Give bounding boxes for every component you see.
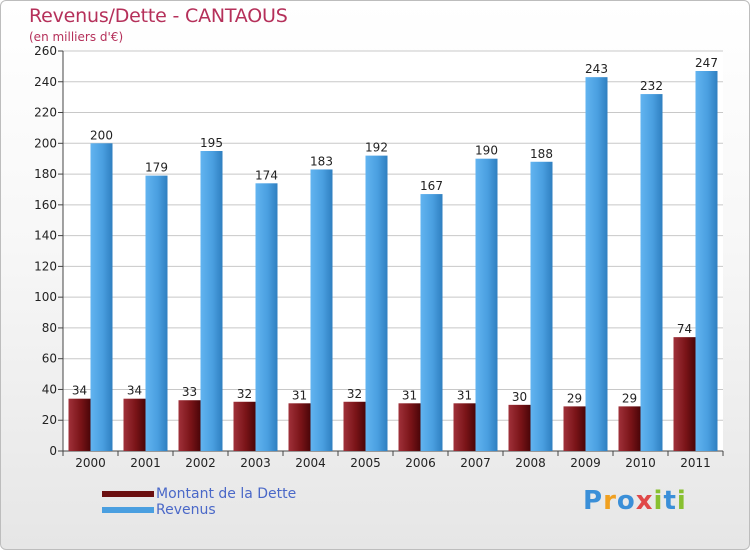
bar-dette-2009 <box>563 406 586 451</box>
chart-title: Revenus/Dette - CANTAOUS <box>29 5 288 27</box>
legend-swatch-dette <box>102 491 154 497</box>
y-tick-label: 120 <box>34 259 57 273</box>
bar-revenus-2006 <box>420 194 443 452</box>
bar-dette-2010 <box>618 406 641 451</box>
y-tick-label: 220 <box>34 106 57 120</box>
bar-revenus-2009 <box>585 77 608 452</box>
bar-dette-2000 <box>68 398 91 451</box>
x-tick-label: 2007 <box>460 456 491 470</box>
x-tick-label: 2011 <box>680 456 711 470</box>
bar-revenus-2008 <box>530 161 553 451</box>
x-tick-label: 2000 <box>75 456 106 470</box>
bar-revenus-2001 <box>145 175 168 451</box>
bar-revenus-2004 <box>310 169 333 451</box>
value-label-dette-2000: 34 <box>72 384 87 398</box>
value-label-dette-2005: 32 <box>347 387 362 401</box>
value-label-revenus-2003: 174 <box>255 168 278 182</box>
y-tick-label: 260 <box>34 44 57 58</box>
bar-dette-2003 <box>233 401 256 451</box>
y-tick-label: 40 <box>42 382 57 396</box>
y-tick-label: 160 <box>34 198 57 212</box>
bar-revenus-2010 <box>640 94 663 452</box>
bar-revenus-2003 <box>255 183 278 452</box>
logo-letter: i <box>676 486 687 516</box>
y-tick-label: 0 <box>49 444 57 458</box>
y-tick-label: 80 <box>42 321 57 335</box>
value-label-revenus-2000: 200 <box>90 128 113 142</box>
value-label-revenus-2001: 179 <box>145 161 168 175</box>
y-tick-label: 180 <box>34 167 57 181</box>
x-tick-label: 2004 <box>295 456 326 470</box>
logo-letter: r <box>603 486 617 516</box>
bar-dette-2004 <box>288 403 311 451</box>
value-label-dette-2010: 29 <box>622 391 637 405</box>
value-label-revenus-2007: 190 <box>475 144 498 158</box>
value-label-revenus-2004: 183 <box>310 154 333 168</box>
y-tick-label: 140 <box>34 229 57 243</box>
bar-revenus-2002 <box>200 151 223 451</box>
x-tick-label: 2002 <box>185 456 216 470</box>
value-label-dette-2004: 31 <box>292 388 307 402</box>
x-tick-label: 2001 <box>130 456 161 470</box>
logo-letter: P <box>583 486 604 516</box>
y-tick-label: 100 <box>34 290 57 304</box>
value-label-revenus-2008: 188 <box>530 147 553 161</box>
plot-area <box>63 51 723 451</box>
value-label-dette-2006: 31 <box>402 388 417 402</box>
bar-dette-2011 <box>673 337 696 451</box>
chart-subtitle: (en milliers d'€) <box>29 30 124 44</box>
value-label-revenus-2011: 247 <box>695 56 718 70</box>
bar-revenus-2000 <box>90 143 113 452</box>
legend-label-revenus: Revenus <box>156 502 216 518</box>
logo-letter: i <box>653 486 664 516</box>
bar-dette-2007 <box>453 403 476 451</box>
bar-revenus-2005 <box>365 155 388 451</box>
value-label-revenus-2002: 195 <box>200 136 223 150</box>
bar-revenus-2011 <box>695 71 718 451</box>
value-label-revenus-2009: 243 <box>585 62 608 76</box>
bar-dette-2002 <box>178 400 201 451</box>
value-label-revenus-2010: 232 <box>640 79 663 93</box>
value-label-revenus-2005: 192 <box>365 141 388 155</box>
bar-dette-2001 <box>123 398 146 451</box>
value-label-dette-2003: 32 <box>237 387 252 401</box>
x-tick-label: 2003 <box>240 456 271 470</box>
y-tick-label: 200 <box>34 136 57 150</box>
bar-revenus-2007 <box>475 158 498 451</box>
x-tick-label: 2008 <box>515 456 546 470</box>
logo-letter: x <box>635 486 654 516</box>
bar-dette-2005 <box>343 401 366 451</box>
value-label-dette-2002: 33 <box>182 385 197 399</box>
bar-dette-2006 <box>398 403 421 451</box>
y-tick-label: 20 <box>42 413 57 427</box>
y-tick-label: 240 <box>34 75 57 89</box>
x-tick-label: 2005 <box>350 456 381 470</box>
proxiti-logo: Proxiti <box>583 486 687 516</box>
y-tick-label: 60 <box>42 352 57 366</box>
logo-letter: o <box>616 486 636 516</box>
bar-dette-2008 <box>508 404 531 451</box>
legend-label-dette: Montant de la Dette <box>156 486 297 502</box>
logo-letter: t <box>663 486 677 516</box>
x-tick-label: 2009 <box>570 456 601 470</box>
x-tick-label: 2006 <box>405 456 436 470</box>
value-label-dette-2011: 74 <box>677 322 692 336</box>
x-tick-label: 2010 <box>625 456 656 470</box>
value-label-dette-2007: 31 <box>457 388 472 402</box>
value-label-dette-2009: 29 <box>567 391 582 405</box>
value-label-dette-2008: 30 <box>512 390 527 404</box>
legend-swatch-revenus <box>102 507 154 513</box>
value-label-revenus-2006: 167 <box>420 179 443 193</box>
value-label-dette-2001: 34 <box>127 384 142 398</box>
